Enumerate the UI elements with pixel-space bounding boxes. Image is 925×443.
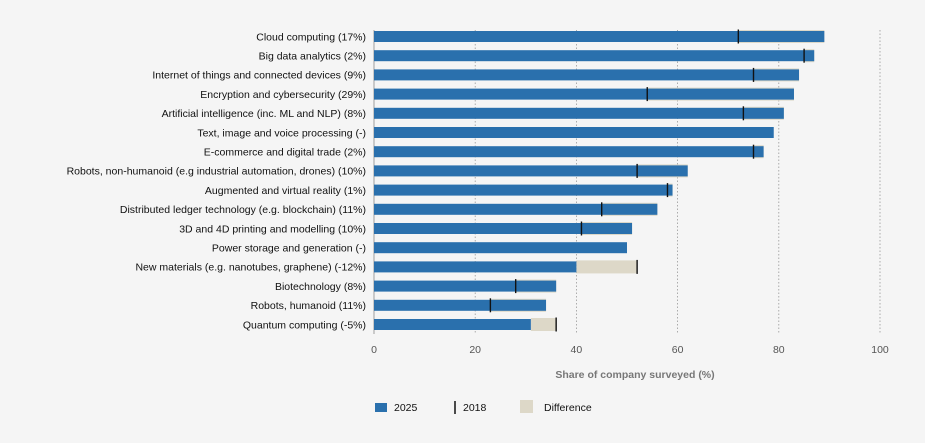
legend-swatch-2025 bbox=[375, 403, 387, 412]
legend-label-2025: 2025 bbox=[394, 402, 418, 414]
category-label: Robots, humanoid (11%) bbox=[251, 300, 366, 312]
category-label: Encryption and cybersecurity (29%) bbox=[200, 89, 366, 101]
category-labels: Cloud computing (17%) Big data analytics … bbox=[67, 31, 366, 331]
x-tick-label: 0 bbox=[371, 344, 377, 356]
x-tick-label: 40 bbox=[571, 344, 583, 356]
category-label: Quantum computing (-5%) bbox=[243, 319, 366, 331]
category-label: Internet of things and connected devices… bbox=[152, 70, 366, 82]
category-label: Power storage and generation (-) bbox=[212, 243, 366, 255]
category-label: New materials (e.g. nanotubes, graphene)… bbox=[135, 262, 366, 274]
bar-2025 bbox=[374, 242, 627, 254]
legend: 2025 2018 Difference bbox=[375, 400, 592, 414]
bar-2025 bbox=[374, 299, 547, 311]
difference-band bbox=[530, 318, 557, 331]
legend-swatch-difference bbox=[520, 400, 533, 413]
bar-2025 bbox=[374, 127, 774, 138]
bar-2025 bbox=[374, 319, 531, 330]
legend-label-difference: Difference bbox=[544, 402, 592, 414]
bar-2025 bbox=[374, 184, 673, 196]
bar-2025 bbox=[374, 69, 800, 81]
category-label: Augmented and virtual reality (1%) bbox=[205, 185, 366, 197]
x-tick-label: 80 bbox=[773, 344, 785, 356]
category-label: Distributed ledger technology (e.g. bloc… bbox=[120, 204, 366, 216]
difference-band bbox=[576, 260, 638, 274]
bar-2025 bbox=[374, 223, 633, 234]
bar-2025 bbox=[374, 203, 658, 215]
x-tick-label: 20 bbox=[469, 344, 481, 356]
category-label: Robots, non-humanoid (e.g industrial aut… bbox=[67, 166, 366, 178]
bar-2025 bbox=[374, 107, 784, 119]
bar-2025 bbox=[374, 146, 764, 158]
category-label: Big data analytics (2%) bbox=[259, 51, 366, 63]
bar-2025 bbox=[374, 88, 794, 100]
category-label: Cloud computing (17%) bbox=[256, 31, 366, 43]
x-axis: 0 20 40 60 80 100 bbox=[371, 344, 889, 356]
bar-2025 bbox=[374, 50, 815, 62]
category-label: Text, image and voice processing (-) bbox=[197, 127, 366, 139]
x-axis-title: Share of company surveyed (%) bbox=[555, 369, 714, 381]
category-label: Biotechnology (8%) bbox=[275, 281, 366, 293]
x-tick-label: 60 bbox=[672, 344, 684, 356]
category-label: Artificial intelligence (inc. ML and NLP… bbox=[162, 108, 366, 120]
bar-2025 bbox=[374, 31, 825, 42]
x-tick-label: 100 bbox=[871, 344, 889, 356]
category-label: 3D and 4D printing and modelling (10%) bbox=[179, 223, 366, 235]
category-label: E-commerce and digital trade (2%) bbox=[204, 147, 366, 159]
bar-2025 bbox=[374, 165, 688, 177]
legend-label-2018: 2018 bbox=[463, 402, 487, 414]
bar-2025 bbox=[374, 261, 577, 273]
bars bbox=[374, 29, 825, 332]
bar-2025 bbox=[374, 280, 557, 292]
